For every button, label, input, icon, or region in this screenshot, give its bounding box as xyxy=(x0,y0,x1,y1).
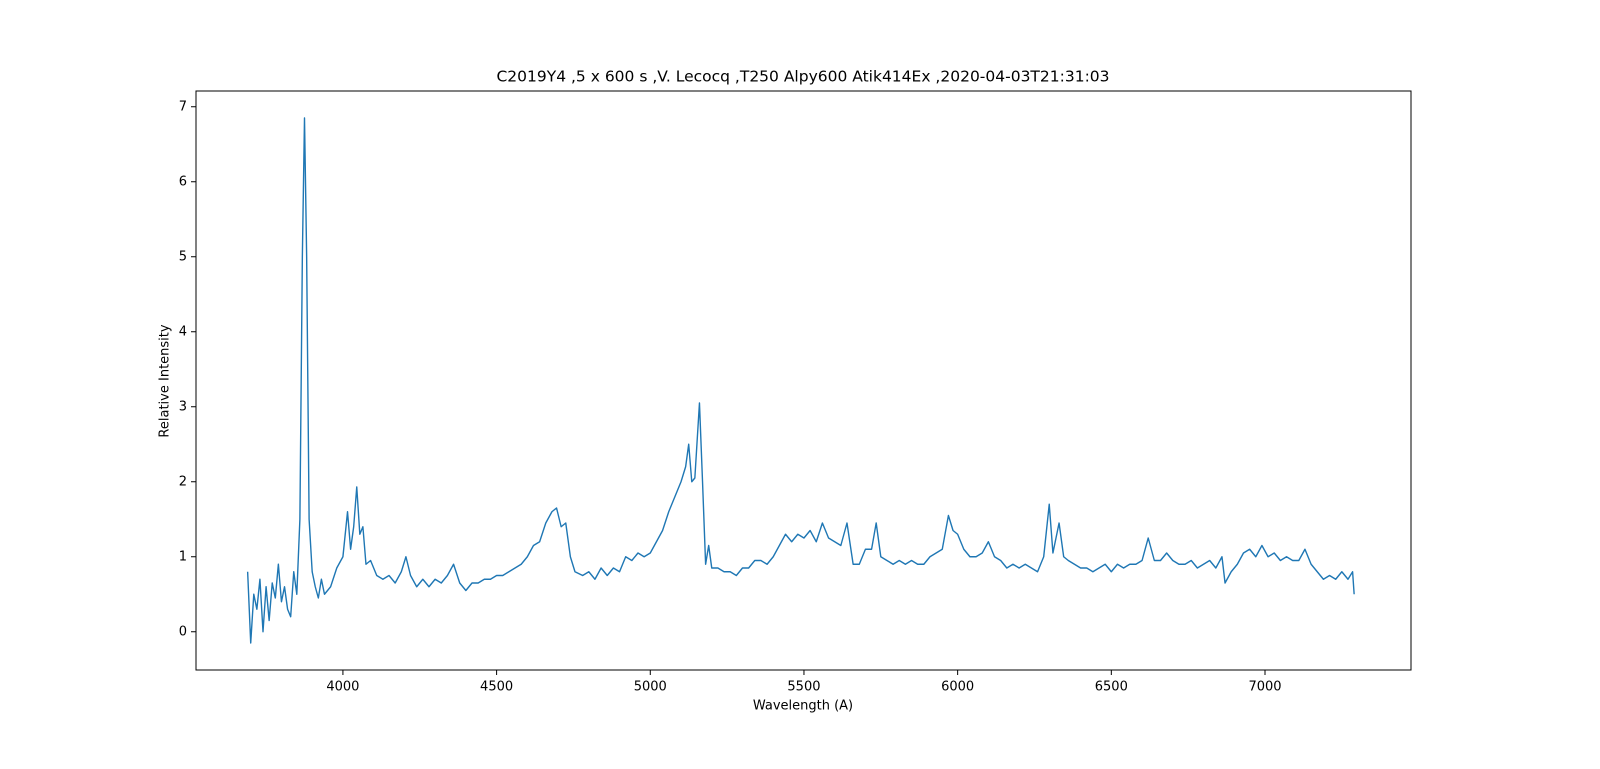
y-tick-label: 7 xyxy=(179,99,187,114)
x-tick-label: 7000 xyxy=(1248,680,1281,695)
x-tick-label: 4500 xyxy=(480,680,513,695)
y-tick-label: 3 xyxy=(179,399,187,414)
plot-frame xyxy=(195,90,1412,671)
spectrum-line xyxy=(246,117,1355,644)
x-axis-label: Wavelength (A) xyxy=(753,699,853,714)
y-tick-label: 1 xyxy=(179,549,187,564)
y-tick-label: 2 xyxy=(179,474,187,489)
y-tick-label: 5 xyxy=(179,249,187,264)
x-tick-label: 6000 xyxy=(941,680,974,695)
chart-title: C2019Y4 ,5 x 600 s ,V. Lecocq ,T250 Alpy… xyxy=(496,68,1109,86)
y-tick-label: 4 xyxy=(179,324,187,339)
y-axis-label: Relative Intensity xyxy=(158,324,173,437)
x-tick-label: 6500 xyxy=(1095,680,1128,695)
x-tick-label: 4000 xyxy=(326,680,359,695)
y-tick-label: 0 xyxy=(179,624,187,639)
y-tick-label: 6 xyxy=(179,174,187,189)
x-tick-label: 5500 xyxy=(787,680,820,695)
x-tick-label: 5000 xyxy=(634,680,667,695)
